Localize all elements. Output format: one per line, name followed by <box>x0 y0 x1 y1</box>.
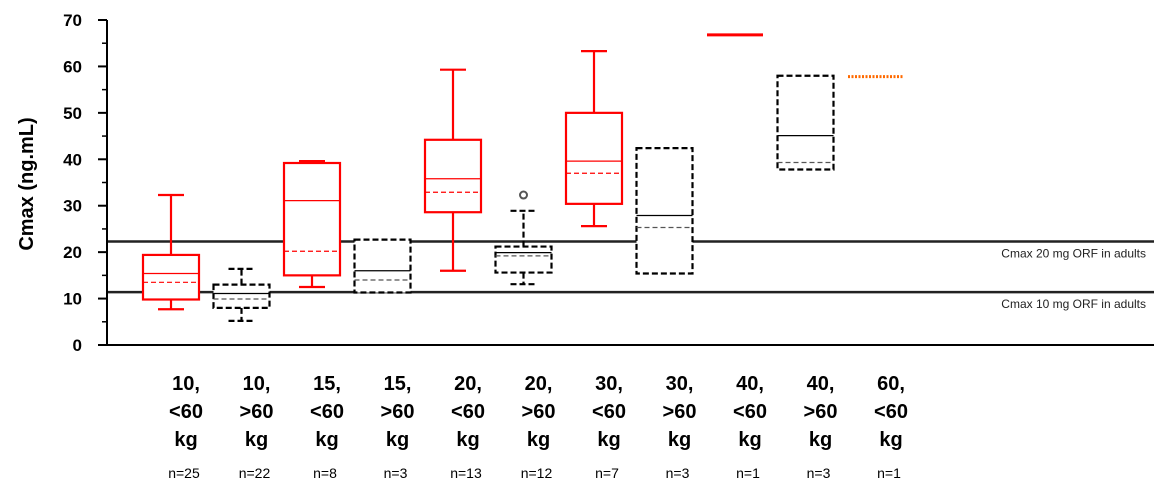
y-axis-label: Cmax (ng.mL) <box>16 117 38 250</box>
x-tick-label: 30, <box>666 373 694 395</box>
x-sample-size-label: n=1 <box>736 465 760 481</box>
x-sample-size-label: n=12 <box>521 465 553 481</box>
y-tick-label: 30 <box>63 197 82 216</box>
x-tick-label: >60 <box>240 401 274 423</box>
y-tick-label: 20 <box>63 243 82 262</box>
box-iqr <box>564 111 624 205</box>
x-sample-size-label: n=13 <box>450 465 482 481</box>
box-group <box>212 267 271 322</box>
box-iqr <box>212 283 271 309</box>
box-iqr <box>353 238 412 294</box>
x-tick-label: kg <box>879 429 902 451</box>
x-tick-label: >60 <box>804 401 838 423</box>
box-iqr <box>494 245 553 274</box>
x-tick-label: kg <box>245 429 268 451</box>
box-group <box>282 160 342 289</box>
box-group <box>776 74 835 171</box>
box-group <box>423 68 483 272</box>
box-iqr <box>141 253 201 301</box>
x-tick-label: 60, <box>877 373 905 395</box>
x-tick-label: <60 <box>451 401 485 423</box>
x-tick-label: <60 <box>169 401 203 423</box>
x-tick-label: kg <box>668 429 691 451</box>
box-iqr <box>635 147 694 275</box>
box-series <box>141 33 904 322</box>
x-sample-size-label: n=1 <box>877 465 901 481</box>
box-iqr <box>282 161 342 277</box>
x-sample-size-label: n=3 <box>384 465 408 481</box>
x-tick-label: 10, <box>243 373 271 395</box>
x-tick-label: >60 <box>522 401 556 423</box>
x-tick-label: 15, <box>384 373 412 395</box>
y-tick-label: 0 <box>73 336 82 355</box>
x-tick-label: >60 <box>381 401 415 423</box>
y-tick-label: 60 <box>63 57 82 76</box>
x-tick-label: <60 <box>733 401 767 423</box>
x-tick-label: kg <box>456 429 479 451</box>
reference-line-label: Cmax 20 mg ORF in adults <box>1001 246 1146 260</box>
box-iqr <box>423 138 483 214</box>
x-tick-label: 40, <box>807 373 835 395</box>
x-sample-size-label: n=8 <box>313 465 337 481</box>
y-axis-ticks: 0 10 20 30 40 50 60 70 <box>63 11 107 355</box>
x-sample-size-label: n=3 <box>807 465 831 481</box>
x-tick-label: 10, <box>172 373 200 395</box>
box-group <box>564 50 624 228</box>
x-sample-size-label: n=7 <box>595 465 619 481</box>
y-tick-label: 40 <box>63 150 82 169</box>
x-tick-label: <60 <box>592 401 626 423</box>
y-tick-label: 10 <box>63 290 82 309</box>
x-sample-size-label: n=22 <box>239 465 271 481</box>
reference-line-label: Cmax 10 mg ORF in adults <box>1001 297 1146 311</box>
x-tick-label: 20, <box>525 373 553 395</box>
box-group <box>353 238 412 294</box>
x-tick-label: <60 <box>310 401 344 423</box>
x-tick-label: kg <box>597 429 620 451</box>
x-tick-label: 40, <box>736 373 764 395</box>
y-tick-label: 70 <box>63 11 82 30</box>
box-iqr <box>776 74 835 171</box>
x-tick-label: <60 <box>874 401 908 423</box>
reference-lines: Cmax 20 mg ORF in adults Cmax 10 mg ORF i… <box>107 240 1154 311</box>
x-tick-label: kg <box>738 429 761 451</box>
box-group <box>141 193 201 311</box>
x-tick-label: kg <box>809 429 832 451</box>
x-sample-size-label: n=3 <box>666 465 690 481</box>
x-axis-labels: 10, <60 kg n=25 10, >60 kg n=22 15, <60 kg n=8 15, >6… <box>168 373 908 481</box>
x-tick-label: 30, <box>595 373 623 395</box>
x-tick-label: >60 <box>663 401 697 423</box>
y-tick-label: 50 <box>63 104 82 123</box>
x-tick-label: kg <box>315 429 338 451</box>
box-group <box>494 190 553 286</box>
box-outlier <box>519 190 528 200</box>
x-tick-label: kg <box>386 429 409 451</box>
x-tick-label: kg <box>174 429 197 451</box>
box-group <box>635 147 694 275</box>
x-tick-label: kg <box>527 429 550 451</box>
x-tick-label: 15, <box>313 373 341 395</box>
x-sample-size-label: n=25 <box>168 465 200 481</box>
x-tick-label: 20, <box>454 373 482 395</box>
